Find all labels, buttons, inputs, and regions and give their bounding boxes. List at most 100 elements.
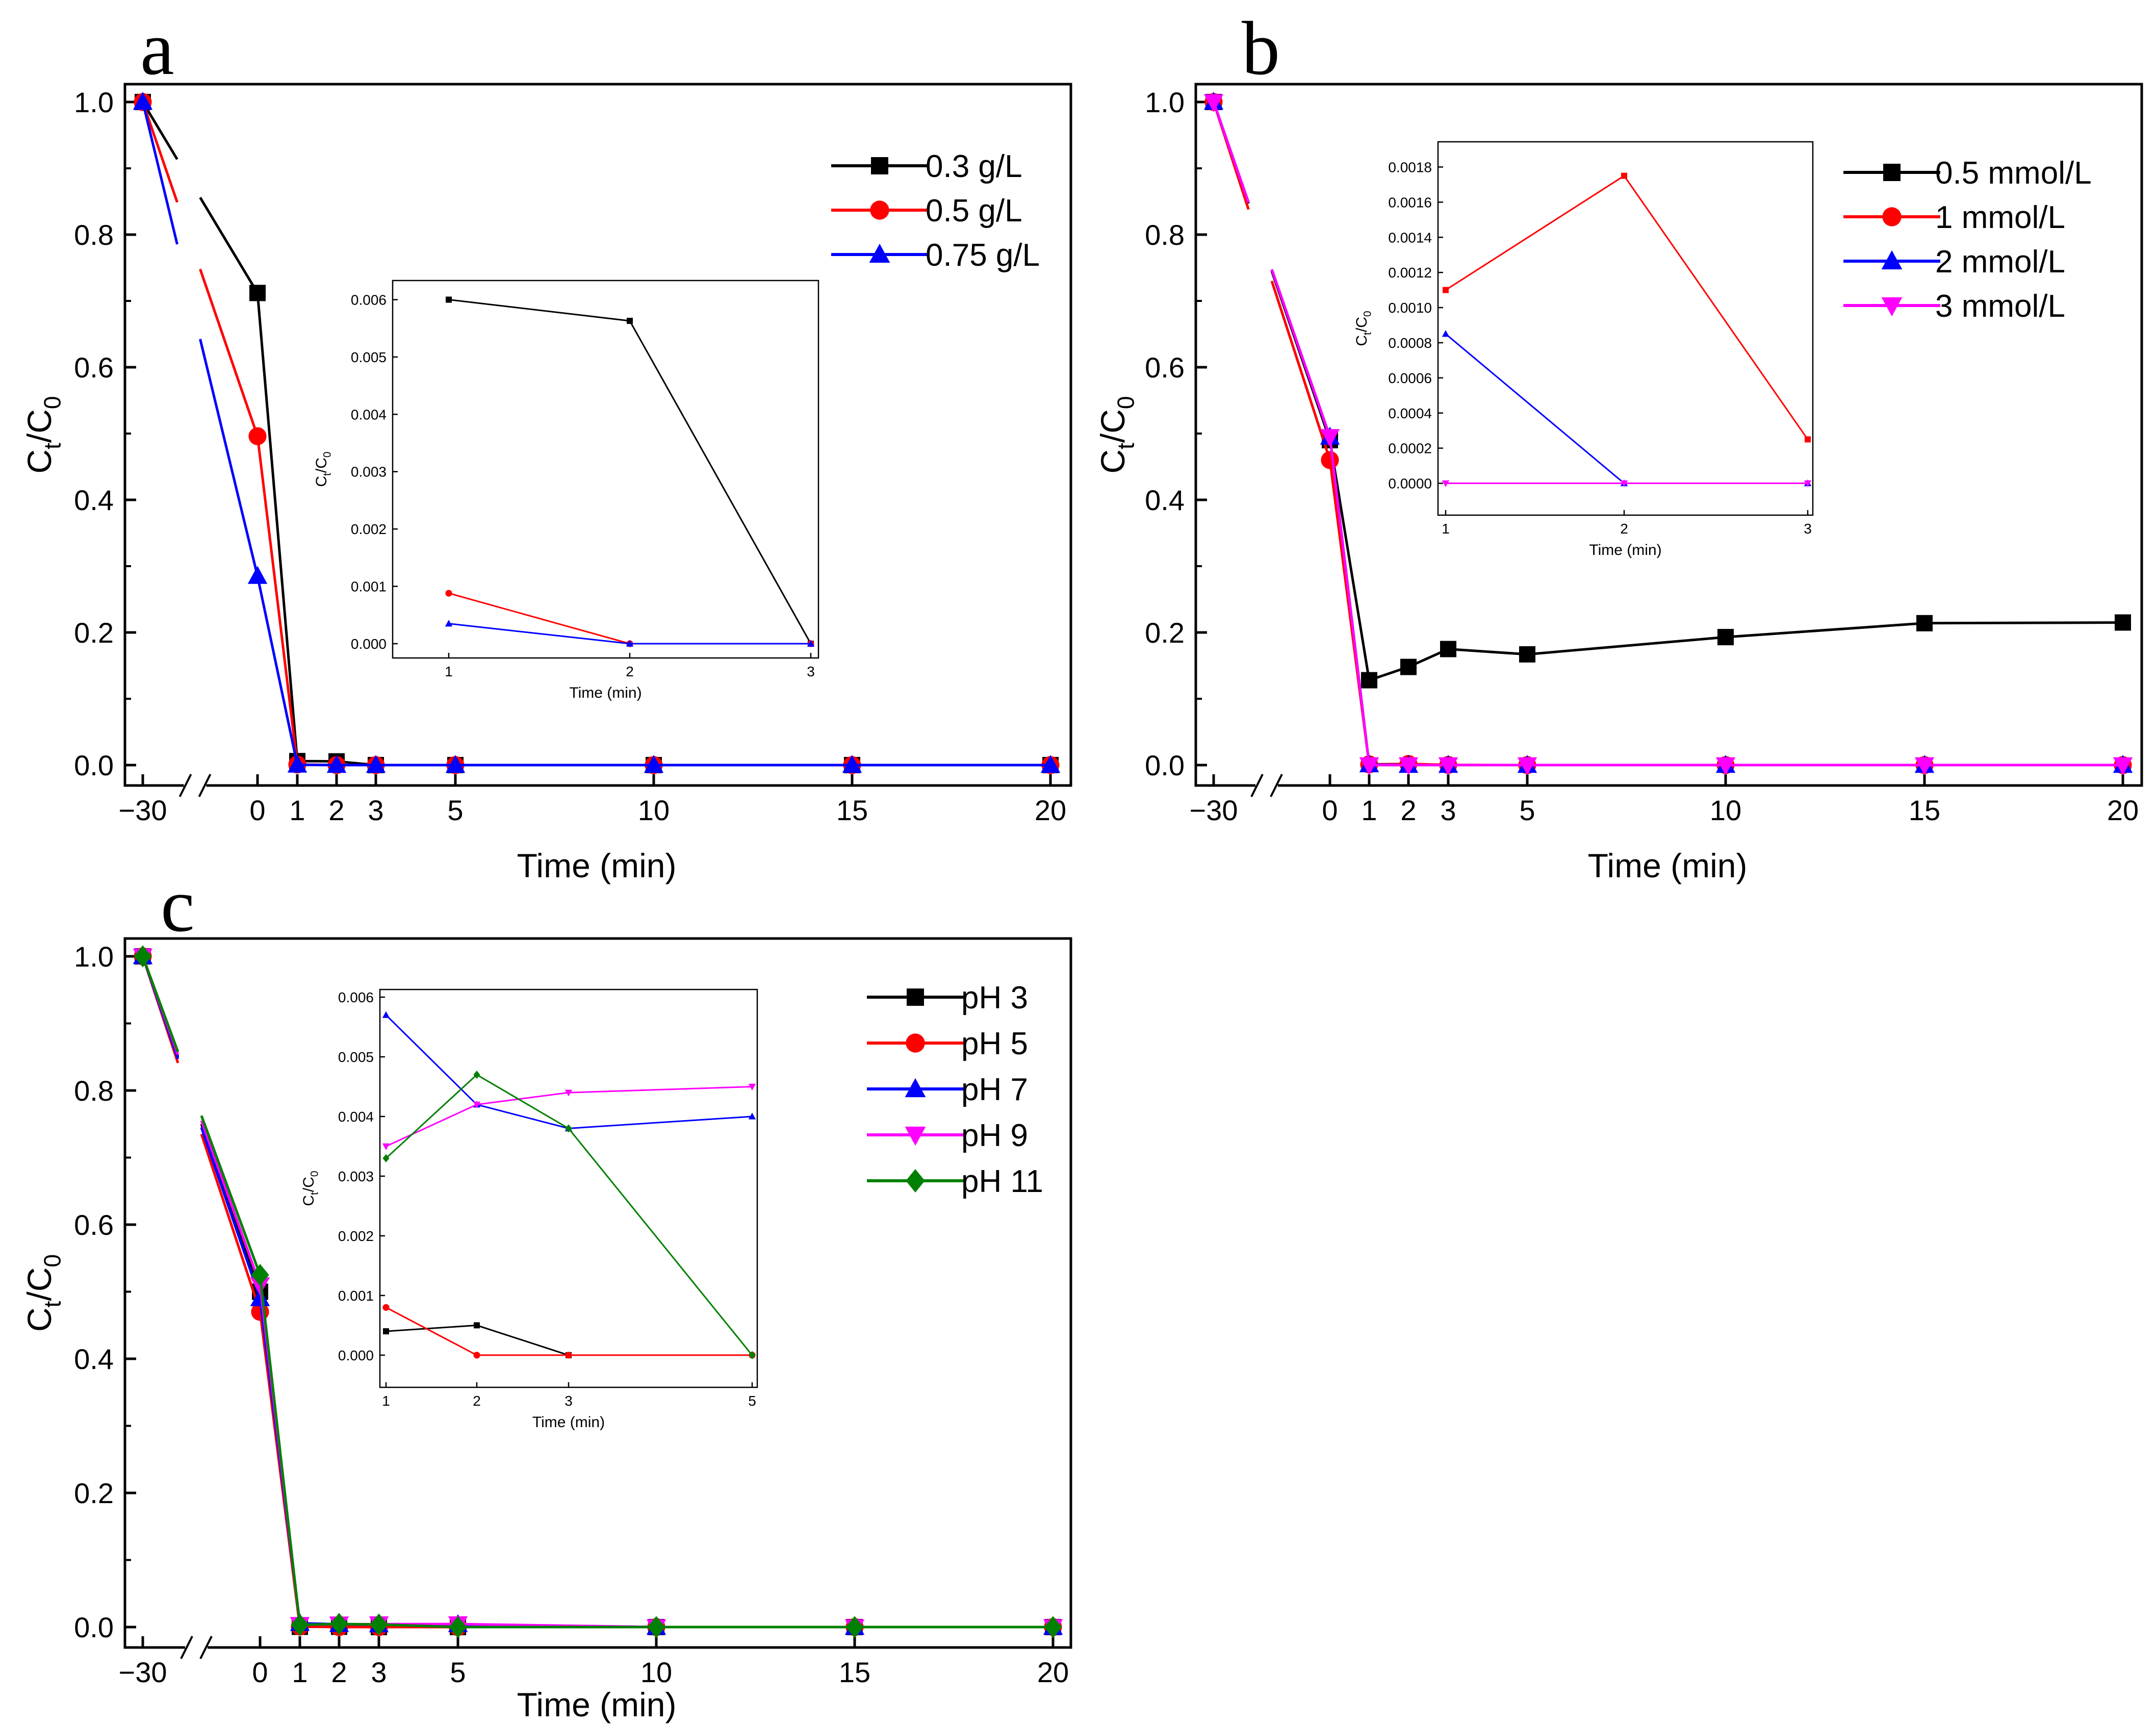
- series-line: [199, 196, 259, 294]
- x-tick-label: 10: [1710, 794, 1741, 826]
- data-point: [249, 285, 266, 301]
- y-axis-title-part: 0: [39, 396, 65, 409]
- x-axis-title: Time (min): [517, 1686, 677, 1723]
- inset-x-tick-label: 2: [1620, 521, 1628, 537]
- inset-data-point: [1442, 330, 1450, 337]
- y-tick-label: 0.2: [74, 1477, 114, 1509]
- legend-marker: [871, 157, 888, 174]
- inset-y-tick-label: 0.002: [351, 521, 387, 537]
- series-line: [256, 575, 1050, 767]
- series-line: [1212, 102, 1250, 203]
- inset-data-point: [382, 1304, 390, 1311]
- x-tick-label: 5: [1519, 794, 1535, 826]
- inset-data-point: [807, 640, 815, 647]
- panel-letter: a: [140, 6, 174, 91]
- inset-frame: [1437, 141, 1814, 516]
- inset-y-axis-title: Ct/C0: [300, 1171, 320, 1206]
- data-point: [842, 755, 862, 773]
- y-tick-label: 0.8: [74, 219, 114, 251]
- plot-frame: [1194, 83, 2143, 787]
- data-point: [291, 1614, 309, 1636]
- y-axis-title: Ct/C0: [20, 396, 65, 473]
- y-axis-title: Ct/C0: [20, 1254, 65, 1332]
- inset-y-tick-label: 0.0010: [1388, 300, 1432, 316]
- x-tick-label: 1: [292, 1656, 307, 1688]
- y-tick-label: 0.4: [1145, 484, 1185, 516]
- inset-y-tick-label: 0.003: [351, 464, 387, 480]
- legend-label: 2 mmol/L: [1935, 244, 2065, 280]
- data-point: [2115, 614, 2131, 631]
- legend-marker: [870, 200, 889, 220]
- data-point: [1517, 757, 1537, 775]
- legend-label: 0.5 mmol/L: [1935, 156, 2092, 191]
- y-axis-title-part: t: [39, 1301, 65, 1307]
- inset-y-tick-label: 0.0012: [1388, 265, 1432, 281]
- legend-marker: [1881, 250, 1903, 270]
- data-point: [370, 1613, 388, 1636]
- x-tick-label: 1: [1361, 794, 1377, 826]
- x-tick-label: −30: [119, 794, 167, 826]
- inset-y-tick-label: 0.005: [351, 349, 387, 365]
- y-axis-title-part: /C: [300, 1177, 317, 1192]
- x-tick-label: 20: [1035, 794, 1066, 826]
- inset-series-line: [386, 1085, 753, 1147]
- y-tick-label: 0.0: [74, 1611, 114, 1643]
- inset: 0.000 0.001 0.002 0.003 0.004 0.005 0.006 1 2 3 5 T…: [300, 988, 758, 1431]
- series-line: [141, 102, 178, 245]
- x-tick-label: 3: [371, 1656, 387, 1688]
- inset-series-ph-9: [382, 1083, 756, 1150]
- data-point: [1044, 1616, 1062, 1638]
- y-tick-label: 1.0: [74, 86, 114, 118]
- inset-y-tick-label: 0.0018: [1388, 159, 1432, 175]
- inset-data-point: [383, 1328, 389, 1335]
- legend-label: pH 7: [961, 1072, 1028, 1107]
- x-tick-label: 0: [252, 1656, 268, 1688]
- data-point: [1320, 429, 1340, 447]
- x-tick-label: 2: [1400, 794, 1416, 826]
- inset-data-point: [565, 1124, 572, 1133]
- inset-data-point: [382, 1143, 390, 1150]
- inset-x-tick-label: 3: [807, 664, 815, 679]
- inset-x-axis-title: Time (min): [569, 684, 641, 701]
- y-axis-title-part: t: [1362, 332, 1373, 335]
- y-axis-title-part: C: [20, 449, 58, 474]
- inset-y-tick-label: 0.0016: [1388, 194, 1432, 210]
- inset-x-tick-label: 2: [626, 664, 634, 679]
- x-tick-label: 3: [1440, 794, 1456, 826]
- inset-series-1-mmol-l: [1443, 172, 1811, 443]
- inset-data-point: [749, 1351, 756, 1360]
- x-tick-label: 5: [447, 794, 463, 826]
- series-line: [141, 956, 179, 1053]
- inset-x-tick-label: 3: [564, 1393, 573, 1409]
- series-line: [141, 101, 178, 160]
- data-point: [326, 755, 347, 773]
- legend-label: pH 11: [961, 1164, 1043, 1199]
- data-point: [1438, 757, 1458, 775]
- inset-y-tick-label: 0.001: [338, 1288, 374, 1304]
- panel-letter: b: [1242, 6, 1280, 91]
- inset: 0.000 0.001 0.002 0.003 0.004 0.005 0.006 1 2 3 Ti…: [313, 280, 819, 701]
- panel-letter: c: [161, 863, 195, 948]
- data-point: [247, 566, 268, 584]
- inset-series-3-mmol-l: [1442, 480, 1812, 488]
- inset-y-tick-label: 0.0014: [1388, 230, 1432, 245]
- y-axis-title-part: /C: [20, 409, 58, 443]
- legend-marker: [1882, 207, 1902, 226]
- y-axis-title-part: C: [313, 476, 330, 487]
- inset-data-point: [1443, 287, 1449, 293]
- axis-break-gap: [185, 1644, 208, 1651]
- legend-label: pH 3: [961, 980, 1028, 1016]
- axis-break-gap: [1255, 782, 1278, 789]
- inset-y-tick-label: 0.001: [351, 579, 387, 595]
- plot-frame: [123, 937, 1072, 1649]
- x-tick-label: 15: [836, 794, 868, 826]
- inset-frame: [379, 988, 758, 1388]
- axis-break-mark: [1270, 774, 1283, 797]
- y-axis-title-part: 0: [321, 451, 333, 458]
- legend-marker: [1881, 297, 1903, 317]
- axis-break-mark: [199, 1636, 213, 1659]
- legend-label: pH 5: [961, 1026, 1028, 1061]
